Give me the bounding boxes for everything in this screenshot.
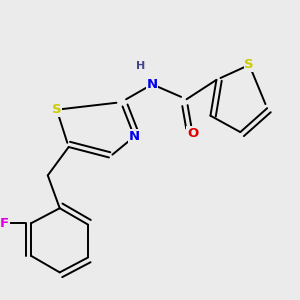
Text: F: F bbox=[0, 217, 9, 230]
Text: H: H bbox=[136, 61, 145, 71]
Text: S: S bbox=[244, 58, 254, 71]
Text: S: S bbox=[52, 103, 62, 116]
Text: O: O bbox=[187, 127, 198, 140]
Text: N: N bbox=[147, 78, 158, 91]
Text: N: N bbox=[129, 130, 140, 143]
